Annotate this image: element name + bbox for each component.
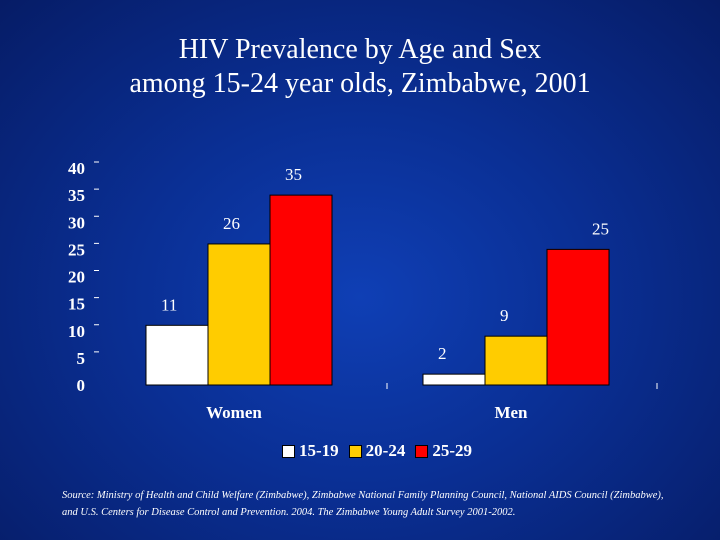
legend-label-15-19: 15-19: [299, 441, 339, 460]
bar-women-15-19: [145, 324, 209, 386]
legend-item-25-29: 25-29: [415, 441, 472, 461]
y-tick-label-15: 15: [68, 295, 85, 314]
x-tick-label-women: Women: [206, 403, 262, 422]
data-label-men-15-19: 2: [438, 344, 447, 363]
legend-label-25-29: 25-29: [432, 441, 473, 460]
bar-men-25-29: [546, 248, 610, 386]
data-label-women-15-19: 11: [161, 295, 177, 314]
legend-label-20-24: 20-24: [365, 441, 406, 460]
bar-men-20-24: [484, 335, 548, 386]
chart-legend: 15-19 20-24 25-29: [282, 440, 472, 462]
bar-women-20-24: [207, 243, 271, 386]
y-tick-label-0: 0: [77, 376, 86, 395]
y-tick-label-25: 25: [68, 240, 85, 259]
y-tick-label-20: 20: [68, 268, 85, 287]
y-tick-label-5: 5: [77, 349, 86, 368]
data-label-women-20-24: 26: [223, 214, 240, 233]
data-label-men-25-29: 25: [592, 219, 609, 238]
bar-men-15-19: [422, 373, 486, 386]
legend-swatch-15-19: [282, 444, 295, 458]
data-label-women-25-29: 35: [285, 165, 302, 184]
bar-women-25-29: [269, 194, 333, 386]
legend-item-15-19: 15-19: [282, 441, 339, 461]
y-tick-label-30: 30: [68, 213, 85, 232]
chart-title-line-1: HIV Prevalence by Age and Sex: [178, 34, 542, 65]
x-tick-label-men: Men: [494, 403, 528, 422]
legend-swatch-20-24: [348, 444, 362, 458]
chart-title-line-2: among 15-24 year olds, Zimbabwe, 2001: [129, 68, 591, 99]
y-tick-label-35: 35: [68, 186, 85, 205]
data-label-men-20-24: 9: [500, 306, 509, 325]
chart-title: HIV Prevalence by Age and Sex among 15-2…: [0, 33, 720, 101]
y-tick-label-10: 10: [68, 322, 85, 341]
source-citation: Source: Ministry of Health and Child Wel…: [62, 490, 664, 518]
legend-swatch-25-29: [415, 444, 429, 458]
y-tick-label-40: 40: [68, 159, 85, 178]
legend-item-20-24: 20-24: [348, 441, 406, 461]
